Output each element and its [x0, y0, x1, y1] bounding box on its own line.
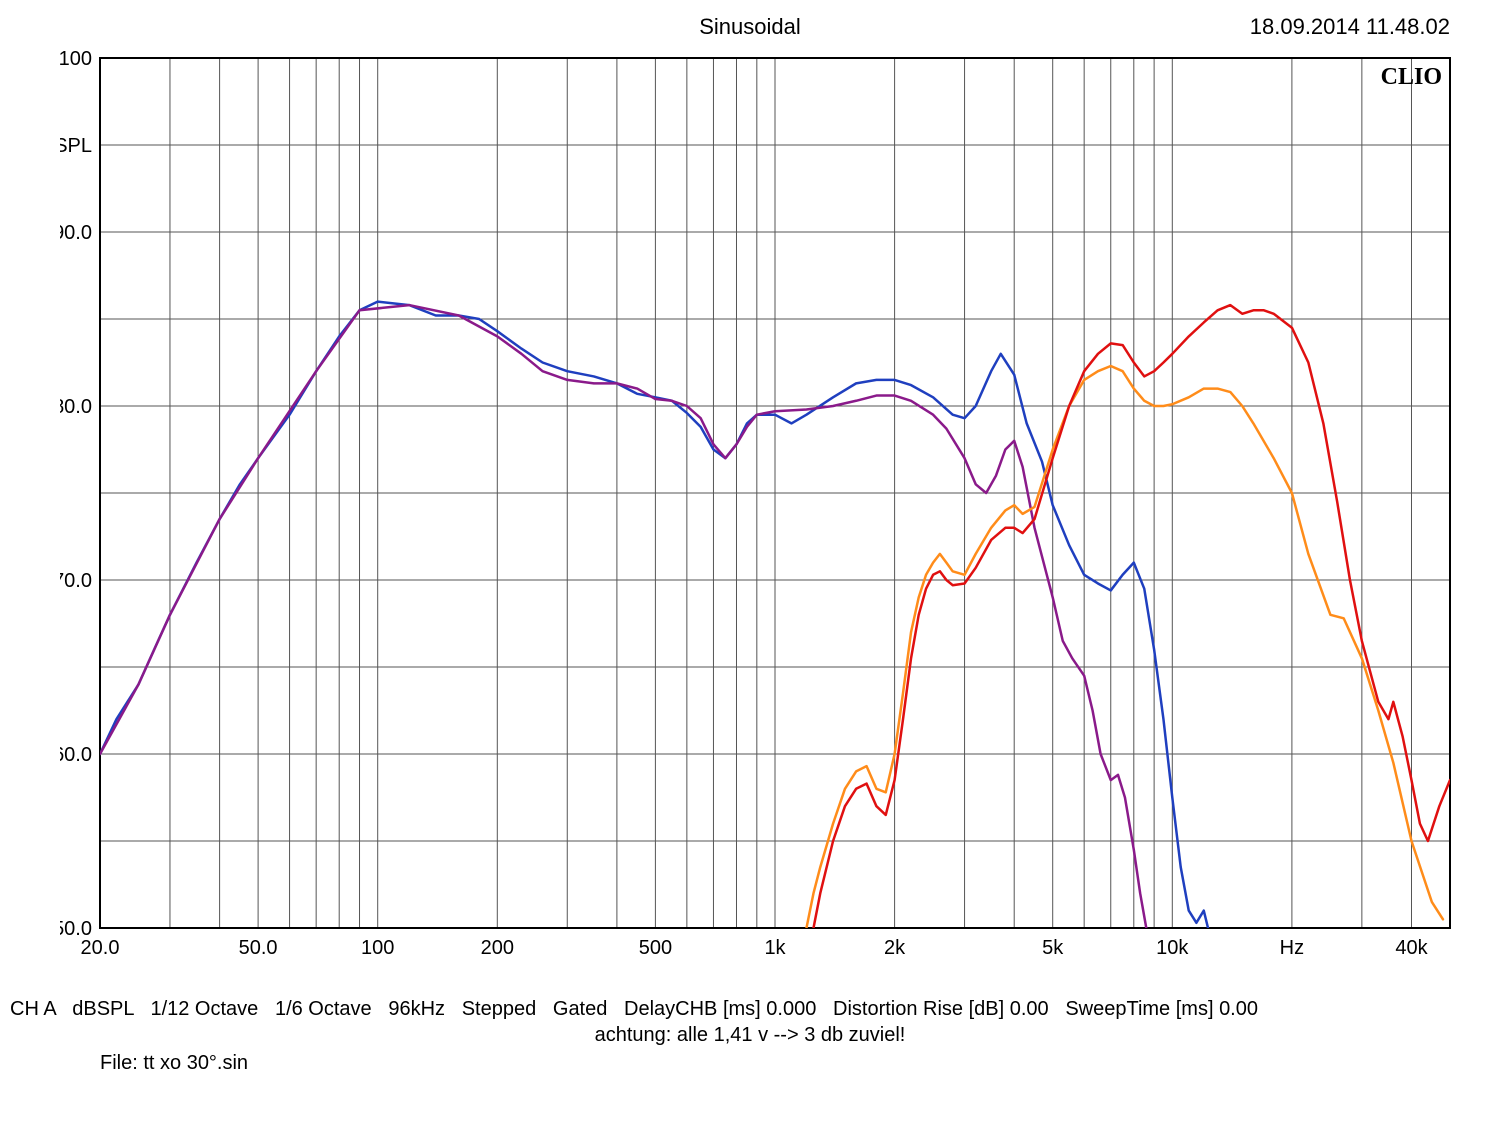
svg-text:60.0: 60.0 — [60, 744, 92, 766]
svg-text:80.0: 80.0 — [60, 396, 92, 418]
timestamp: 18.09.2014 11.48.02 — [1250, 14, 1450, 40]
svg-text:20.0: 20.0 — [81, 937, 120, 959]
chart-area: 20.050.01002005001k2k5k10kHz40k50.060.07… — [60, 48, 1460, 968]
svg-text:100: 100 — [60, 48, 92, 70]
svg-text:90.0: 90.0 — [60, 222, 92, 244]
svg-text:50.0: 50.0 — [60, 918, 92, 940]
footer-params: CH A dBSPL 1/12 Octave 1/6 Octave 96kHz … — [10, 998, 1258, 1021]
svg-text:100: 100 — [361, 937, 394, 959]
svg-text:70.0: 70.0 — [60, 570, 92, 592]
svg-text:500: 500 — [639, 937, 672, 959]
svg-text:CLIO: CLIO — [1381, 64, 1442, 90]
svg-text:50.0: 50.0 — [239, 937, 278, 959]
svg-text:40k: 40k — [1395, 937, 1428, 959]
svg-text:2k: 2k — [884, 937, 906, 959]
svg-text:10k: 10k — [1156, 937, 1189, 959]
svg-text:dBSPL: dBSPL — [60, 135, 92, 157]
footer-file: File: tt xo 30°.sin — [100, 1052, 248, 1075]
frequency-response-chart: 20.050.01002005001k2k5k10kHz40k50.060.07… — [60, 48, 1460, 968]
svg-text:Hz: Hz — [1280, 937, 1304, 959]
svg-text:200: 200 — [481, 937, 514, 959]
footer-note: achtung: alle 1,41 v --> 3 db zuviel! — [0, 1024, 1500, 1047]
svg-text:5k: 5k — [1042, 937, 1064, 959]
page: Sinusoidal 18.09.2014 11.48.02 20.050.01… — [0, 0, 1500, 1121]
svg-text:1k: 1k — [764, 937, 786, 959]
